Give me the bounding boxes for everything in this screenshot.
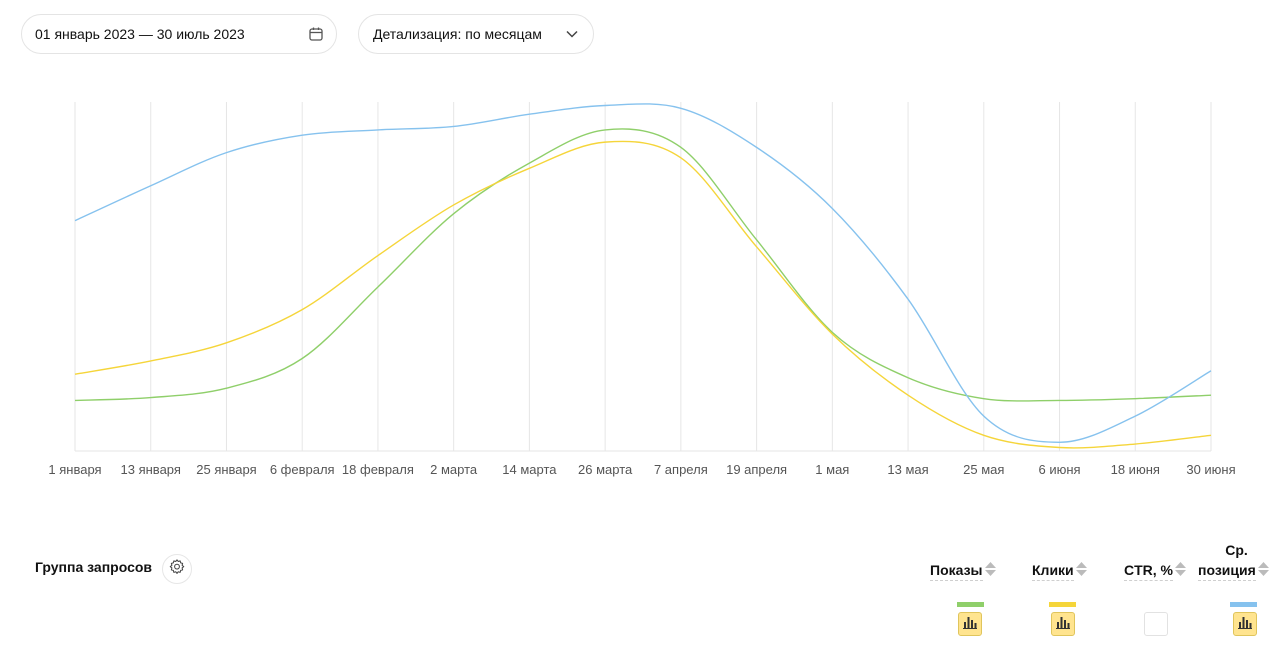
sort-icon[interactable] [1075,561,1088,582]
bar-chart-icon [1237,614,1253,635]
x-tick-label: 1 мая [815,462,849,477]
x-tick-label: 19 апреля [726,462,787,477]
column-header-avg-position[interactable]: Ср. позиция [1198,540,1270,582]
series-swatch-clicks [1049,602,1076,607]
chevron-down-icon [565,27,579,41]
bar-chart-icon [962,614,978,635]
x-tick-label: 26 марта [578,462,633,477]
chart-toggle-avg-position[interactable] [1233,612,1257,636]
detail-select[interactable]: Детализация: по месяцам [358,14,594,54]
x-tick-label: 30 июня [1186,462,1235,477]
x-tick-label: 6 февраля [270,462,335,477]
series-line [74,103,1212,443]
x-tick-label: 13 мая [887,462,928,477]
gear-icon [168,558,186,581]
x-tick-label: 25 января [196,462,256,477]
bar-chart-icon [1055,614,1071,635]
series-line [74,140,1212,449]
detail-select-value: Детализация: по месяцам [373,26,542,42]
chart-toggle-impressions[interactable] [958,612,982,636]
x-tick-label: 18 февраля [342,462,414,477]
column-label: Показы [930,562,983,581]
column-header-ctr[interactable]: CTR, % [1124,560,1187,582]
calendar-icon [308,26,324,42]
column-header-clicks[interactable]: Клики [1032,560,1088,582]
line-chart: 1 января 13 января 25 января 6 февраля 18 фе… [48,102,1236,477]
settings-button[interactable] [162,554,192,584]
x-tick-label: 2 марта [430,462,478,477]
column-label: CTR, % [1124,562,1173,581]
x-tick-label: 6 июня [1038,462,1080,477]
chart-toggle-clicks[interactable] [1051,612,1075,636]
series-line [74,128,1212,402]
x-tick-label: 1 января [48,462,101,477]
sort-icon[interactable] [1174,561,1187,582]
x-tick-label: 13 января [121,462,181,477]
column-label-line2: позиция [1198,562,1256,581]
x-tick-label: 25 мая [963,462,1004,477]
date-range-value: 01 январь 2023 — 30 июль 2023 [35,26,245,42]
column-header-impressions[interactable]: Показы [930,560,997,582]
x-tick-label: 18 июня [1111,462,1160,477]
sort-icon[interactable] [984,561,997,582]
query-group-title: Группа запросов [35,559,153,575]
x-tick-label: 7 апреля [654,462,708,477]
column-label-line1: Ср. [1225,542,1248,558]
x-tick-label: 14 марта [502,462,557,477]
series-swatch-avg-position [1230,602,1257,607]
sort-icon[interactable] [1257,561,1270,582]
series-swatch-impressions [957,602,984,607]
column-label: Клики [1032,562,1074,581]
chart-toggle-ctr[interactable] [1144,612,1168,636]
date-range-picker[interactable]: 01 январь 2023 — 30 июль 2023 [21,14,337,54]
